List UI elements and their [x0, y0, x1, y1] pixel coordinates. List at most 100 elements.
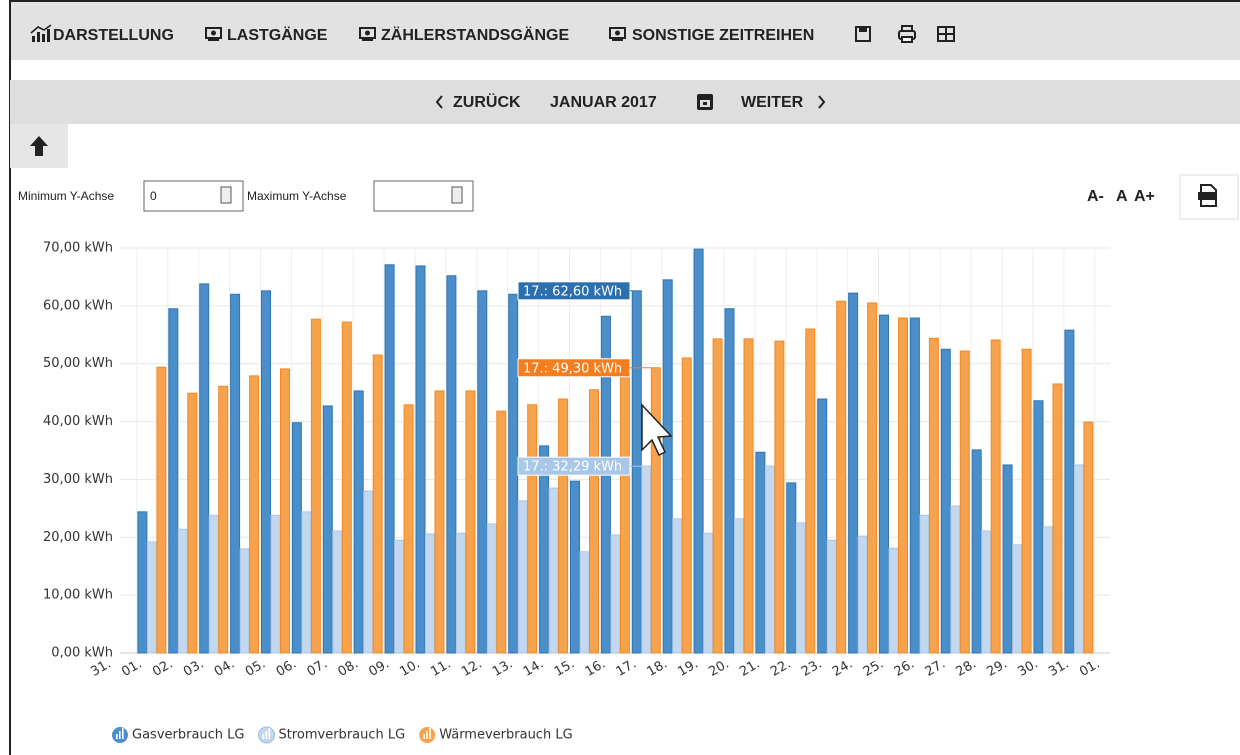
bar	[743, 338, 754, 654]
legend-icon-bar	[265, 731, 268, 739]
legend-icon-bar	[268, 728, 271, 739]
icon-chart[interactable]	[30, 24, 52, 42]
icon-meter[interactable]	[205, 27, 222, 41]
bar	[539, 445, 550, 654]
tooltip-text: 17.: 32,29 kWh	[523, 460, 622, 475]
bar	[693, 248, 704, 654]
bar	[764, 465, 775, 654]
bar	[465, 390, 476, 654]
bar	[1073, 464, 1084, 654]
bar	[888, 547, 899, 654]
font-larger[interactable]: A+	[1134, 188, 1155, 205]
bar	[786, 482, 797, 654]
bar	[415, 265, 426, 654]
tooltip-text: 17.: 62,60 kWh	[523, 284, 622, 299]
bar	[1033, 400, 1044, 654]
min-input[interactable]	[143, 180, 244, 212]
icon-print[interactable]	[898, 25, 916, 43]
bar	[249, 375, 260, 654]
icon-save[interactable]	[855, 26, 871, 42]
icon-prev[interactable]	[435, 95, 443, 109]
bar	[848, 292, 859, 654]
bar	[548, 487, 559, 654]
bar	[137, 511, 148, 654]
cursor	[641, 403, 673, 457]
bar	[1083, 421, 1094, 654]
legend-item[interactable]: Wärmeverbrauch LG	[419, 727, 573, 743]
bar	[619, 374, 630, 654]
bar	[712, 338, 723, 654]
icon-next[interactable]	[818, 95, 826, 109]
bar	[187, 392, 198, 654]
bar	[270, 514, 281, 654]
bar	[496, 410, 507, 654]
icon-meter[interactable]	[609, 27, 626, 41]
nav-next[interactable]: WEITER	[741, 94, 804, 111]
bar	[372, 354, 383, 654]
menu-item[interactable]: ZÄHLERSTANDSGÄNGE	[381, 26, 569, 44]
menu-item[interactable]: DARSTELLUNG	[53, 27, 174, 44]
menu-item[interactable]: LASTGÄNGE	[227, 26, 328, 44]
bar	[681, 357, 692, 654]
icon-up	[30, 136, 48, 156]
bar	[239, 548, 250, 654]
bar	[394, 539, 405, 654]
bar	[703, 532, 714, 654]
bar	[867, 302, 878, 654]
bar	[168, 308, 179, 654]
min-value[interactable]: 0	[150, 189, 157, 203]
bar	[724, 308, 735, 654]
icon-meter[interactable]	[359, 27, 376, 41]
legend-label: Stromverbrauch LG	[279, 728, 406, 743]
nav-period: JANUAR 2017	[550, 94, 657, 111]
bar	[146, 541, 157, 654]
bar	[734, 518, 744, 654]
bar	[301, 511, 312, 654]
bar	[879, 314, 889, 654]
bar	[672, 518, 683, 654]
bar	[332, 530, 343, 654]
bar	[1043, 526, 1053, 654]
bar	[363, 490, 374, 654]
bar	[610, 534, 621, 654]
legend-icon-bar	[429, 728, 431, 739]
bar	[826, 539, 837, 654]
legend-item[interactable]: Gasverbrauch LG	[112, 727, 245, 743]
bar	[950, 505, 961, 654]
bar	[177, 528, 188, 654]
spinner[interactable]	[220, 186, 232, 204]
bar	[600, 315, 611, 654]
bar	[857, 535, 868, 654]
y-tick-label: 60,00 kWh	[43, 298, 113, 313]
bar	[1012, 544, 1023, 654]
menu-item[interactable]: SONSTIGE ZEITREIHEN	[632, 27, 814, 44]
spinner[interactable]	[451, 186, 463, 204]
bar	[981, 530, 992, 654]
nav-prev[interactable]: ZURÜCK	[453, 92, 521, 111]
bar	[1021, 348, 1032, 654]
legend-item[interactable]: Stromverbrauch LG	[258, 726, 406, 744]
bar	[291, 422, 302, 654]
bar	[230, 293, 241, 654]
bar	[403, 404, 414, 654]
bar	[508, 293, 519, 654]
nav-bar	[10, 80, 1240, 124]
font-smaller[interactable]: A-	[1087, 188, 1104, 205]
font-normal[interactable]: A	[1116, 188, 1128, 205]
bar	[455, 532, 466, 654]
bar	[280, 368, 290, 654]
y-tick-label: 70,00 kWh	[43, 241, 113, 256]
tooltip-text: 17.: 49,30 kWh	[523, 361, 622, 376]
bar	[517, 500, 528, 654]
y-tick-label: 40,00 kWh	[43, 414, 113, 429]
bar	[384, 264, 395, 654]
bar	[1052, 383, 1063, 654]
bar	[641, 465, 652, 654]
icon-calendar[interactable]	[697, 94, 713, 110]
icon-table[interactable]	[937, 26, 955, 42]
y-tick-label: 0,00 kWh	[51, 646, 113, 661]
bar	[341, 321, 352, 654]
legend-label: Wärmeverbrauch LG	[439, 728, 572, 743]
bar	[1002, 464, 1013, 654]
